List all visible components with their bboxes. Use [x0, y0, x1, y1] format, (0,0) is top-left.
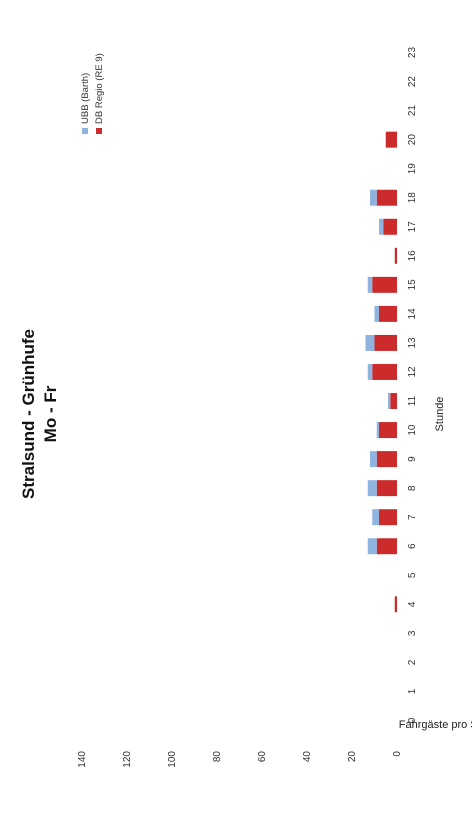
x-tick-label-21: 21 [407, 105, 418, 117]
bar-db-regio-hour-15 [372, 276, 397, 293]
x-tick-label-20: 20 [407, 134, 418, 146]
x-tick-label-11: 11 [407, 395, 418, 406]
legend-label-ubb: UBB (Barth) [80, 73, 91, 124]
x-tick-label-9: 9 [407, 456, 418, 462]
bar-ubb-hour-17 [379, 218, 384, 235]
x-tick-label-15: 15 [407, 279, 418, 291]
bar-db-regio-hour-6 [376, 538, 397, 555]
x-tick-label-23: 23 [407, 47, 418, 59]
bar-ubb-hour-14 [374, 305, 379, 322]
y-axis-ticks: 0 20 40 60 80 100 120 140 [77, 751, 403, 768]
bar-ubb-hour-8 [367, 480, 377, 497]
x-tick-label-19: 19 [407, 163, 418, 175]
bar-ubb-hour-10 [376, 422, 379, 439]
bar-ubb-hour-13 [365, 334, 375, 351]
legend-swatch-ubb [82, 128, 88, 134]
y-tick-label-5: 100 [167, 751, 178, 768]
x-tick-label-12: 12 [407, 366, 418, 378]
x-axis-title: Stunde [434, 397, 446, 432]
y-tick-label-2: 40 [302, 751, 313, 763]
y-tick-label-4: 80 [212, 751, 223, 763]
x-tick-label-8: 8 [407, 485, 418, 491]
legend-swatch-db-regio [96, 128, 102, 134]
x-tick-label-2: 2 [407, 659, 418, 665]
x-tick-label-5: 5 [407, 572, 418, 578]
x-tick-label-4: 4 [407, 601, 418, 607]
x-tick-label-17: 17 [407, 221, 418, 233]
bar-db-regio-hour-17 [383, 218, 397, 235]
bar-ubb-hour-7 [372, 509, 379, 526]
bar-ubb-hour-6 [367, 538, 377, 555]
y-tick-label-6: 120 [122, 751, 133, 768]
bars [365, 131, 397, 613]
x-tick-label-13: 13 [407, 337, 418, 349]
bar-db-regio-hour-8 [376, 480, 397, 497]
bar-db-regio-hour-12 [372, 363, 397, 380]
chart-title-line-1: Stralsund - Grünhufe [19, 329, 38, 499]
bar-ubb-hour-9 [370, 451, 377, 468]
x-tick-label-22: 22 [407, 76, 418, 88]
x-tick-label-0: 0 [407, 717, 418, 723]
bar-ubb-hour-12 [367, 363, 373, 380]
bar-db-regio-hour-18 [376, 189, 397, 206]
x-tick-label-3: 3 [407, 630, 418, 636]
bar-db-regio-hour-11 [390, 393, 397, 410]
y-tick-label-3: 60 [257, 751, 268, 763]
bar-ubb-hour-11 [388, 393, 391, 410]
x-tick-label-18: 18 [407, 192, 418, 204]
legend: UBB (Barth) DB Regio (RE 9) [80, 53, 105, 134]
bar-ubb-hour-18 [370, 189, 377, 206]
bar-db-regio-hour-10 [379, 422, 397, 439]
bar-db-regio-hour-4 [394, 596, 397, 613]
bar-ubb-hour-15 [367, 276, 373, 293]
bar-db-regio-hour-14 [379, 305, 397, 322]
x-tick-label-7: 7 [407, 514, 418, 520]
x-tick-label-14: 14 [407, 308, 418, 320]
bar-db-regio-hour-16 [394, 247, 397, 264]
bar-db-regio-hour-7 [379, 509, 397, 526]
chart-title-line-2: Mo - Fr [41, 385, 60, 442]
x-tick-label-16: 16 [407, 250, 418, 262]
bar-db-regio-hour-9 [376, 451, 397, 468]
y-tick-label-0: 0 [392, 751, 403, 757]
x-tick-label-10: 10 [407, 424, 418, 436]
bar-db-regio-hour-13 [374, 334, 397, 351]
y-axis-title: Fahrgäste pro Stunde [399, 719, 472, 731]
x-tick-label-6: 6 [407, 543, 418, 549]
legend-label-db-regio: DB Regio (RE 9) [94, 53, 105, 124]
y-tick-label-1: 20 [347, 751, 358, 763]
bar-db-regio-hour-20 [385, 131, 397, 148]
x-tick-label-1: 1 [407, 688, 418, 694]
y-tick-label-7: 140 [77, 751, 88, 768]
